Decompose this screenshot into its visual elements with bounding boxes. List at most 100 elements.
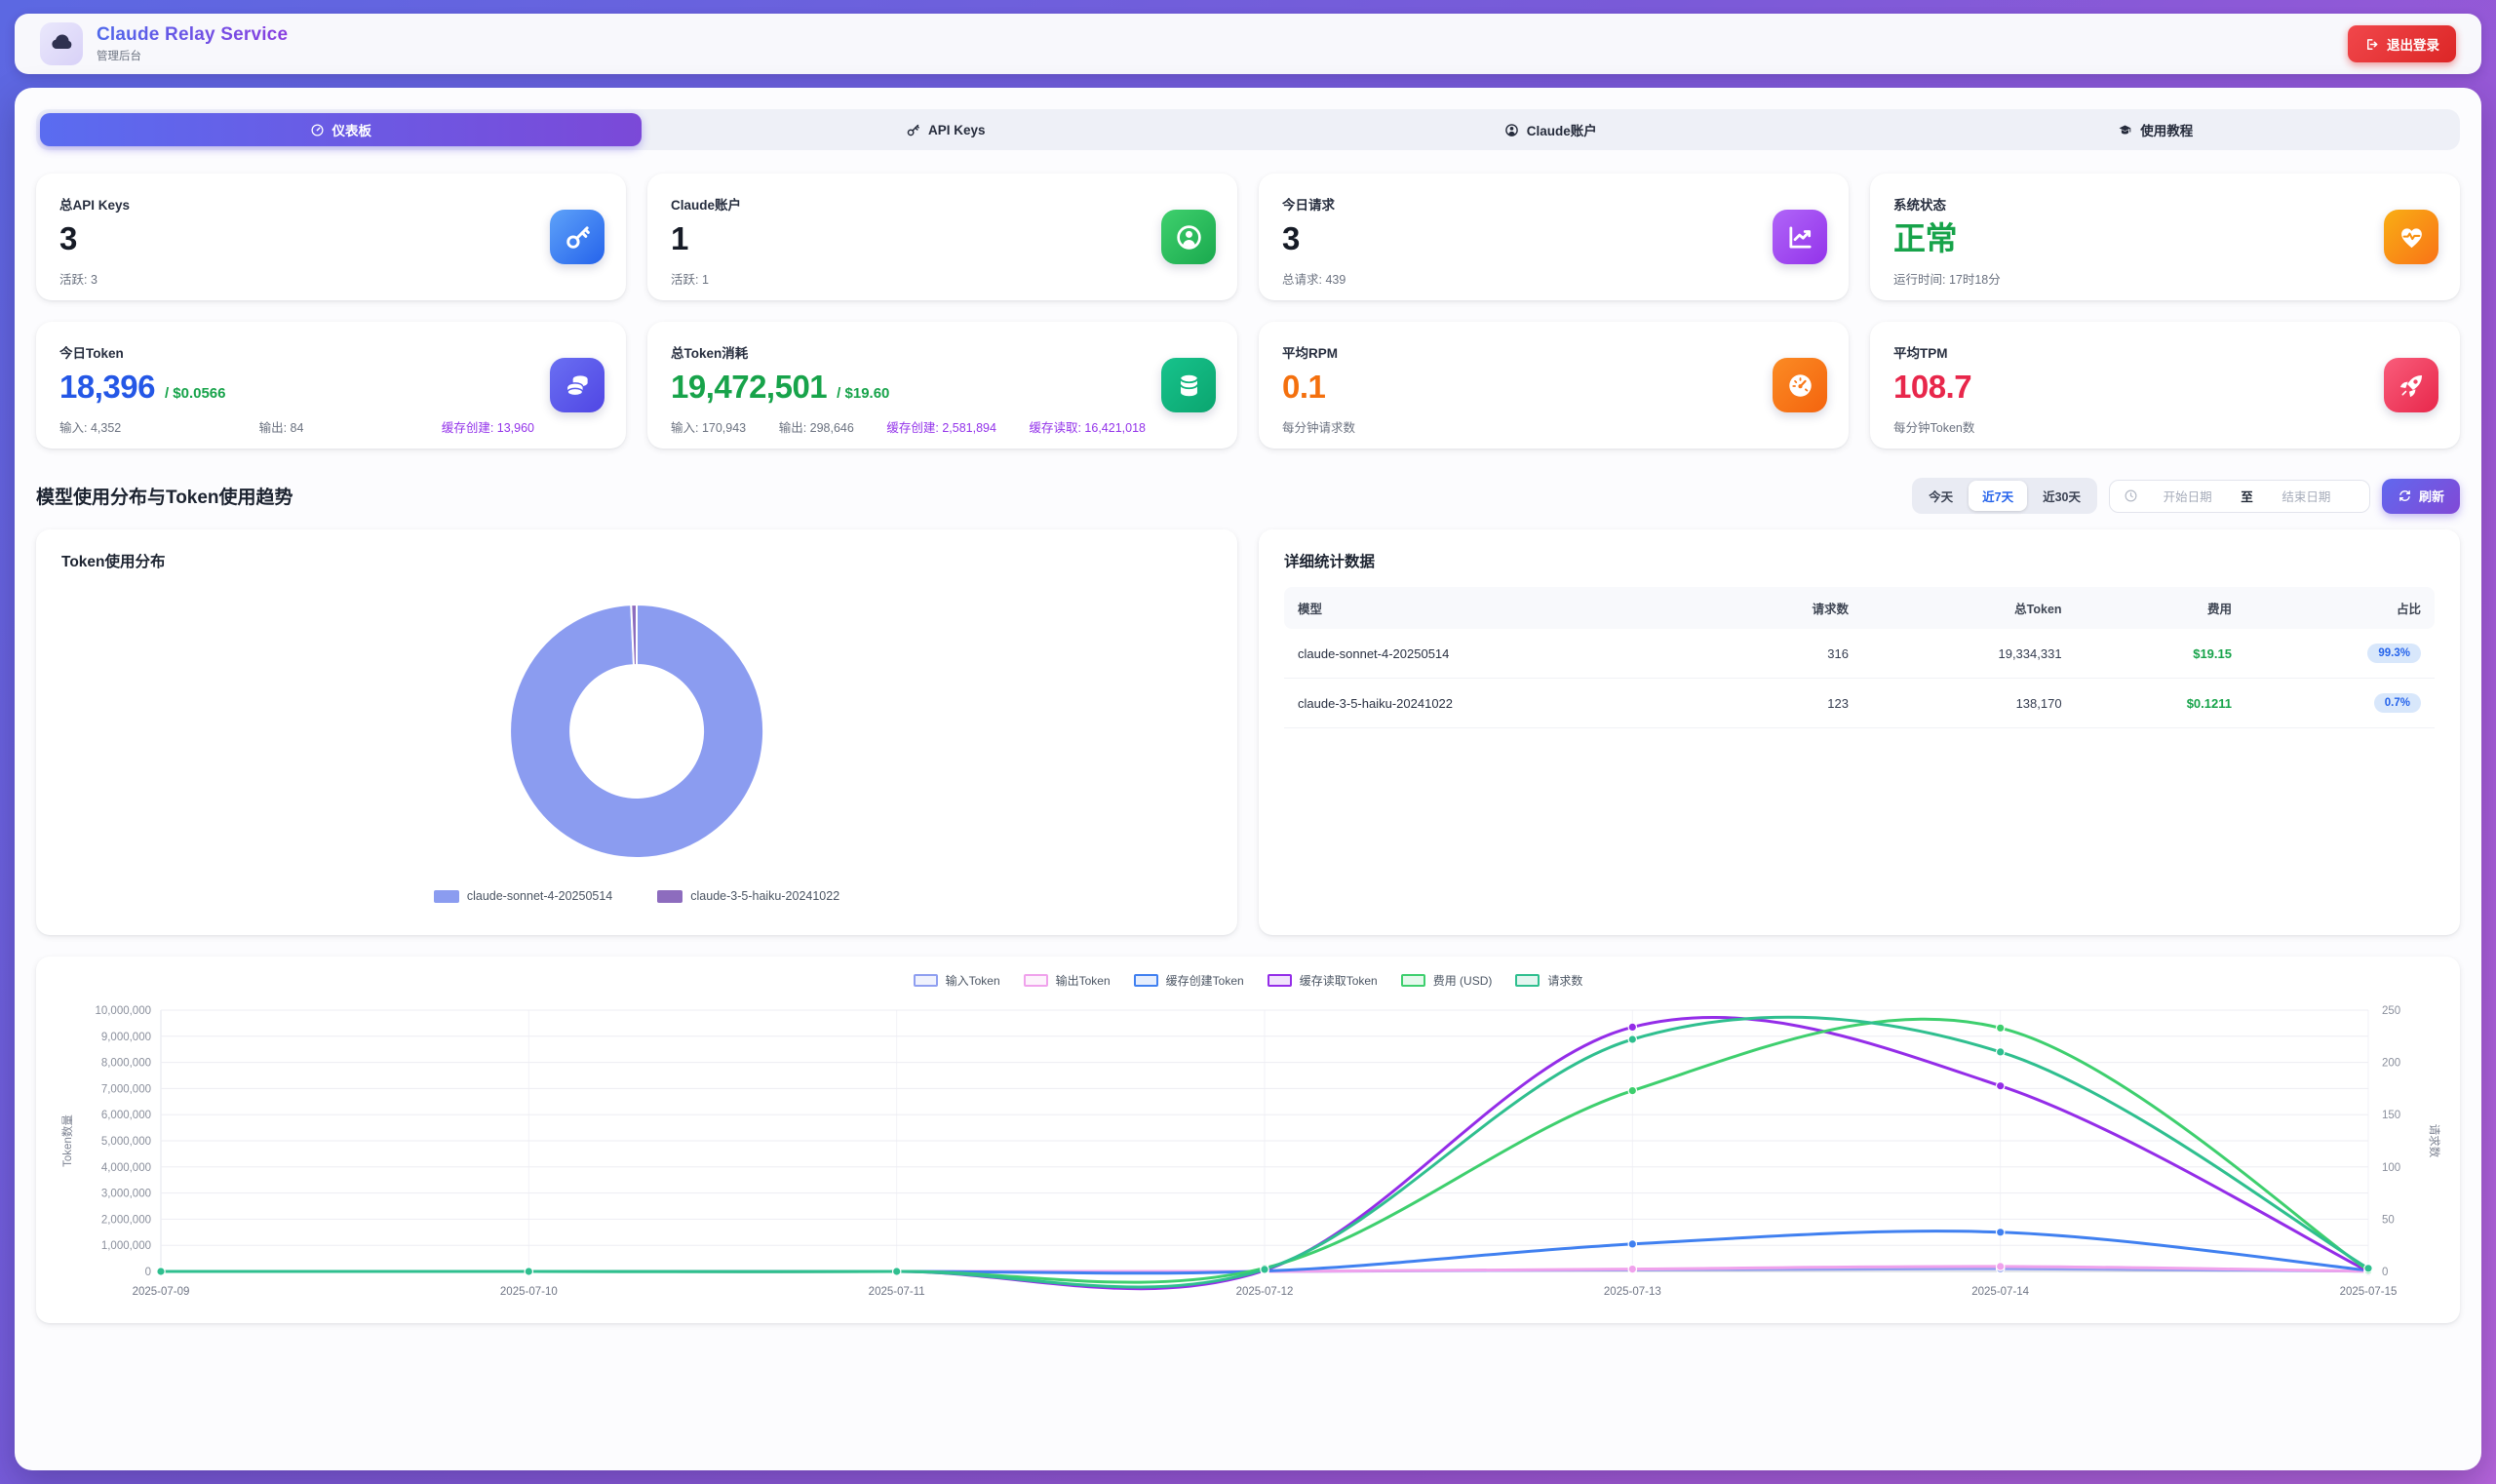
stat-label: 平均TPM (1893, 346, 1948, 361)
main-panel: 仪表板 API Keys Claude账户 使用教程 总API Keys 3 活跃: 3 C… (15, 88, 2481, 1470)
y-left-axis-name: Token数量 (60, 1114, 74, 1167)
stat-sub: 运行时间: 17时18分 (1893, 273, 2001, 287)
chart-line-icon (1773, 210, 1827, 264)
logout-button[interactable]: 退出登录 (2348, 25, 2456, 62)
legend-label: 费用 (USD) (1432, 974, 1493, 988)
stat-value: 108.7 (1893, 369, 1972, 405)
col-total-tokens: 总Token (1862, 587, 2076, 629)
line-legend-item[interactable]: 输入Token (913, 972, 1000, 989)
y-right-tick: 0 (2382, 1267, 2388, 1278)
tab-仪表板[interactable]: 仪表板 (40, 113, 642, 146)
cell-tokens: 138,170 (1862, 678, 2076, 728)
range-button-今天[interactable]: 今天 (1915, 481, 1967, 511)
refresh-label: 刷新 (2418, 489, 2444, 504)
refresh-button[interactable]: 刷新 (2381, 478, 2460, 514)
tab-使用教程[interactable]: 使用教程 (1855, 113, 2457, 146)
section-header: 模型使用分布与Token使用趋势 今天 近7天 近30天 开始日期 至 结束日期 刷… (36, 478, 2460, 514)
stat-card-tokens-today: 今日Token 18,396 / $0.0566 输入: 4,352 输出: 84 缓存创… (36, 322, 626, 449)
line-legend-item[interactable]: 缓存读取Token (1267, 972, 1378, 989)
stat-value-row: 3 (59, 222, 603, 254)
col-cost: 费用 (2075, 587, 2245, 629)
series-point-请求数 (1627, 1035, 1638, 1044)
mid-section: Token使用分布 claude-sonnet-4-20250514 claude… (36, 529, 2460, 935)
logout-icon (2364, 37, 2379, 52)
stat-substats: 总请求: 439 (1282, 269, 1825, 288)
stat-value: 0.1 (1282, 369, 1326, 405)
series-point-费用 (USD) (1995, 1023, 2006, 1034)
stats-table-card: 详细统计数据 模型 请求数 总Token 费用 占比 claude-sonnet… (1259, 529, 2460, 935)
clock-icon (2124, 488, 2138, 503)
database-icon (1161, 358, 1216, 412)
stat-value: 1 (671, 220, 688, 256)
y-left-tick: 7,000,000 (101, 1083, 151, 1095)
table-row: claude-sonnet-4-20250514 316 19,334,331 $19… (1284, 629, 2435, 679)
start-date-input[interactable]: 开始日期 (2163, 490, 2212, 504)
stat-value-row: 正常 (1893, 222, 2437, 254)
legend-swatch (1023, 974, 1048, 987)
stat-substats: 活跃: 3 (59, 269, 603, 288)
tab-api-keys[interactable]: API Keys (645, 113, 1247, 146)
y-left-tick: 6,000,000 (101, 1110, 151, 1121)
y-left-tick: 4,000,000 (101, 1162, 151, 1174)
donut-slice-claude-3-5-haiku-20241022 (630, 603, 638, 667)
rocket-icon (2384, 358, 2438, 412)
date-separator: 至 (2241, 490, 2253, 504)
y-left-tick: 3,000,000 (101, 1189, 151, 1200)
y-left-tick: 2,000,000 (101, 1214, 151, 1226)
pie-legend-item[interactable]: claude-sonnet-4-20250514 (433, 889, 613, 903)
line-legend-item[interactable]: 费用 (USD) (1400, 972, 1493, 989)
gauge-icon (1773, 358, 1827, 412)
range-button-近30天[interactable]: 近30天 (2029, 481, 2094, 511)
stat-sub: 每分钟Token数 (1893, 421, 1975, 435)
y-right-tick: 150 (2382, 1110, 2400, 1121)
date-range-segment: 今天 近7天 近30天 (1912, 478, 2097, 514)
line-legend-item[interactable]: 缓存创建Token (1133, 972, 1244, 989)
line-legend-item[interactable]: 输出Token (1023, 972, 1111, 989)
col-share: 占比 (2244, 587, 2435, 629)
y-left-tick: 5,000,000 (101, 1136, 151, 1148)
tab-bar: 仪表板 API Keys Claude账户 使用教程 (36, 109, 2460, 150)
stat-label: 平均RPM (1282, 346, 1338, 361)
table-card-title: 详细统计数据 (1284, 554, 1376, 570)
app-title: Claude Relay Service (97, 24, 289, 45)
donut-slice-claude-sonnet-4-20250514 (509, 603, 765, 859)
cell-cost: $19.15 (2075, 629, 2245, 679)
legend-label: claude-sonnet-4-20250514 (466, 889, 613, 903)
line-chart-legend: 输入Token 输出Token 缓存创建Token 缓存读取Token 费用 (USD)… (46, 972, 2450, 989)
line-legend-item[interactable]: 请求数 (1515, 972, 1582, 989)
pie-legend-item[interactable]: claude-3-5-haiku-20241022 (657, 889, 839, 903)
stat-card-avg-rpm: 平均RPM 0.1 每分钟请求数 (1259, 322, 1849, 449)
share-badge: 99.3% (2367, 644, 2421, 663)
y-right-tick: 200 (2382, 1058, 2400, 1070)
section-title: 模型使用分布与Token使用趋势 (36, 488, 293, 508)
token-distribution-card: Token使用分布 claude-sonnet-4-20250514 claude… (36, 529, 1237, 935)
series-point-请求数 (156, 1267, 166, 1276)
cloud-icon (49, 29, 74, 59)
series-point-输出Token (1627, 1264, 1638, 1274)
end-date-input[interactable]: 结束日期 (2282, 490, 2331, 504)
legend-swatch (1133, 974, 1158, 987)
stat-substats: 运行时间: 17时18分 (1893, 269, 2437, 288)
token-distribution-donut (509, 603, 765, 859)
stat-value-row: 108.7 (1893, 371, 2437, 403)
app-subtitle: 管理后台 (97, 51, 141, 62)
user-circle-icon (1504, 123, 1519, 137)
stat-sub: 缓存读取: 16,421,018 (1029, 421, 1146, 435)
logout-label: 退出登录 (2387, 38, 2439, 53)
stat-value: 3 (1282, 220, 1300, 256)
stat-card-api-keys: 总API Keys 3 活跃: 3 (36, 174, 626, 300)
y-left-tick: 10,000,000 (95, 1005, 151, 1017)
date-range-picker[interactable]: 开始日期 至 结束日期 (2108, 479, 2370, 513)
usage-trend-card: 输入Token 输出Token 缓存创建Token 缓存读取Token 费用 (USD)… (36, 957, 2460, 1323)
stat-sub: 活跃: 1 (671, 273, 709, 287)
range-button-近7天[interactable]: 近7天 (1969, 481, 2028, 511)
tab-claude账户[interactable]: Claude账户 (1250, 113, 1852, 146)
app-logo (40, 22, 83, 65)
stat-sub: 总请求: 439 (1282, 273, 1346, 287)
series-point-费用 (USD) (1627, 1085, 1638, 1096)
legend-swatch (1400, 974, 1425, 987)
series-point-缓存创建Token (1627, 1239, 1638, 1249)
y-right-tick: 100 (2382, 1162, 2400, 1174)
stat-sub: 输出: 84 (258, 421, 304, 435)
series-point-请求数 (891, 1267, 902, 1276)
